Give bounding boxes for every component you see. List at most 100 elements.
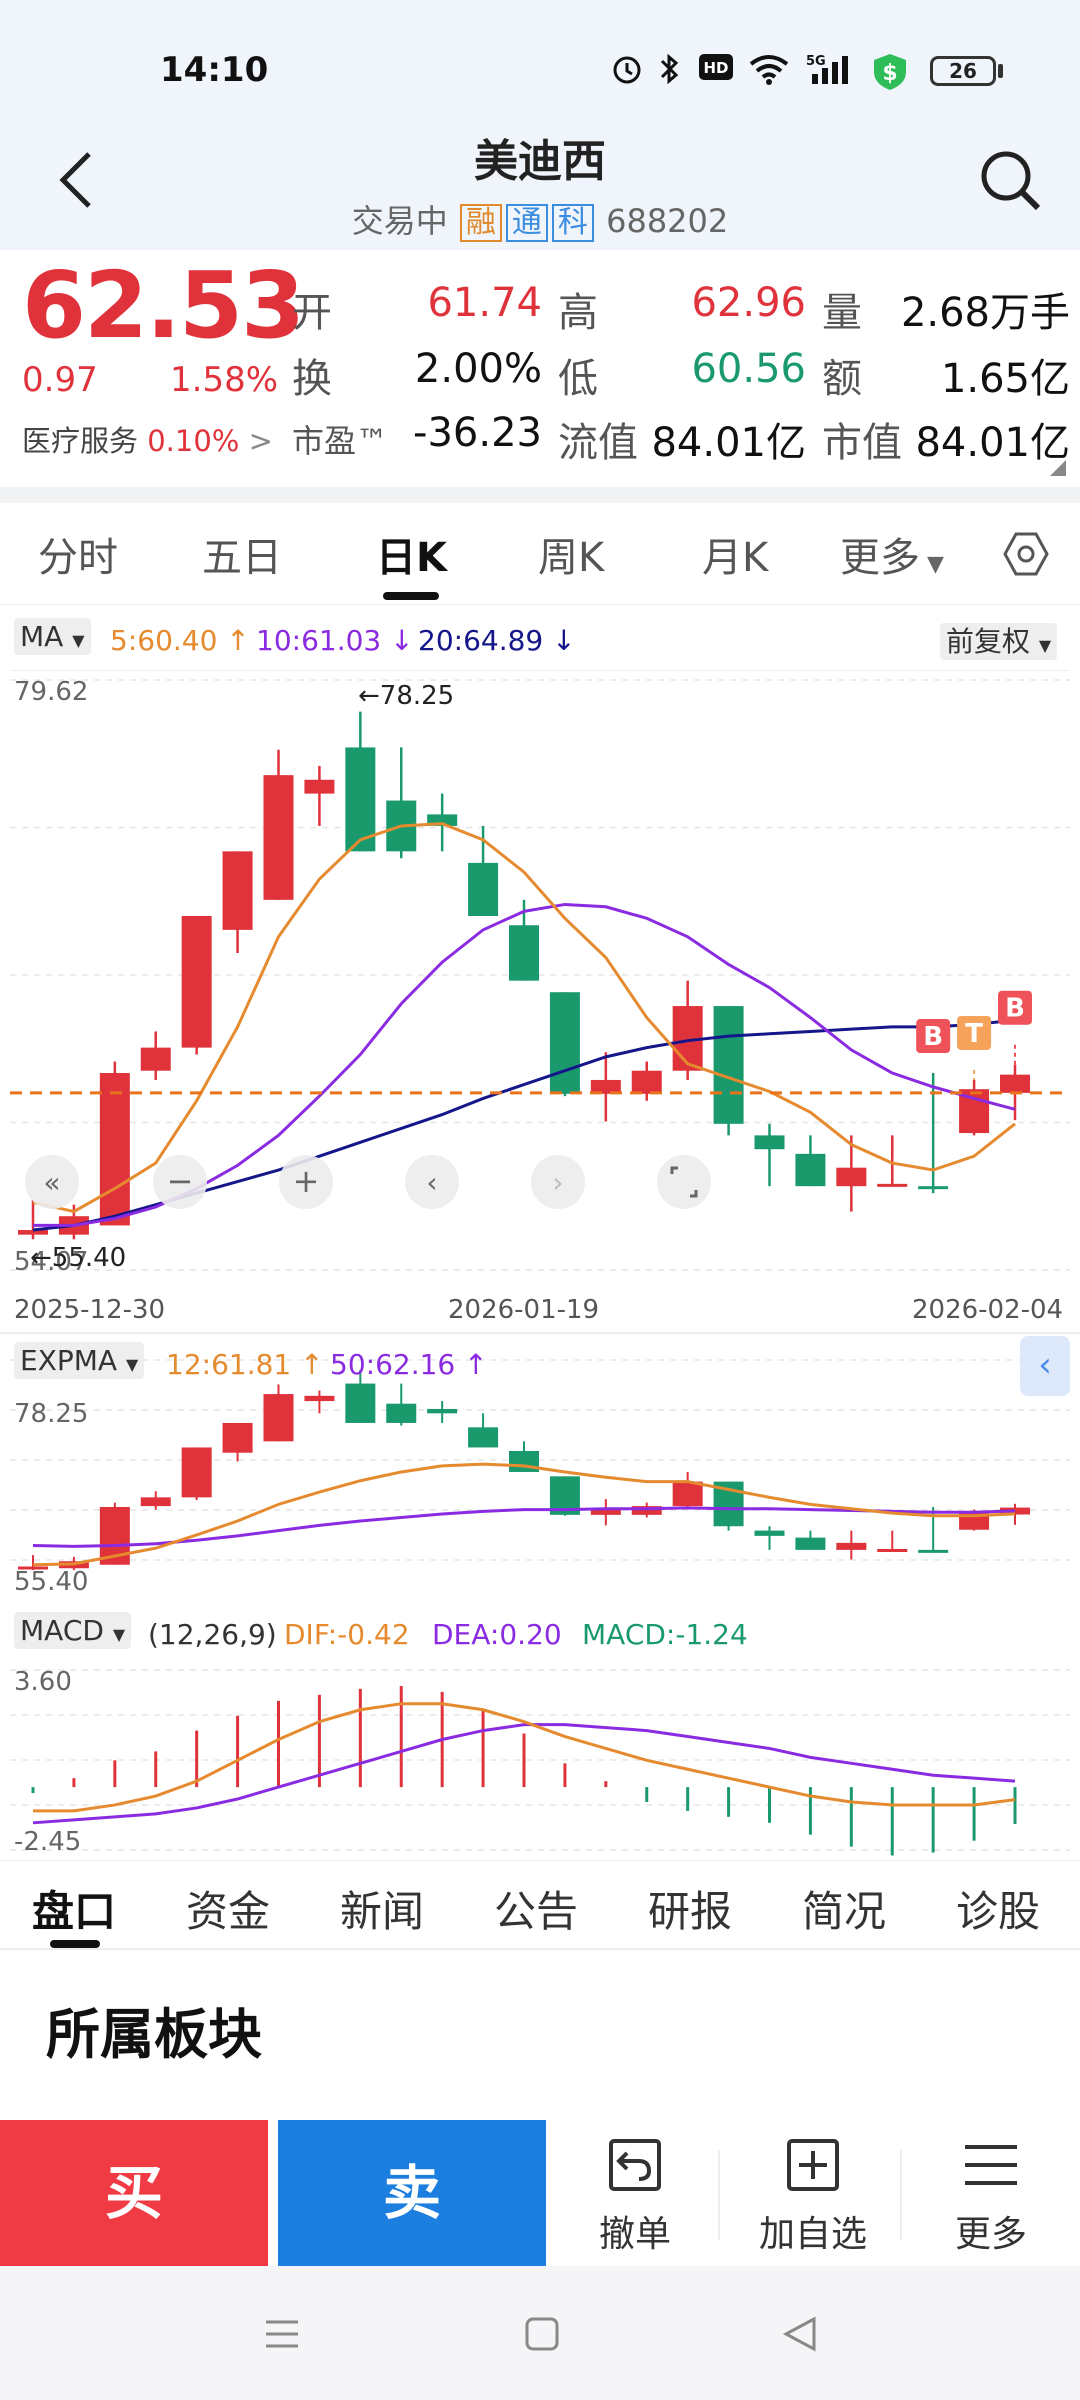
expand-corner-icon[interactable] — [1050, 460, 1066, 476]
caret-down-icon: ▼ — [1038, 636, 1052, 655]
high-marker-label: ←78.25 — [358, 681, 454, 711]
add-watchlist-button[interactable]: 加自选 — [738, 2135, 888, 2257]
double-chevron-left-icon: « — [43, 1166, 60, 1199]
tab-more-label: 更多 — [840, 535, 920, 581]
marker-text: B — [923, 1022, 943, 1052]
low-label: 低 — [558, 356, 598, 402]
marker-badge — [957, 1015, 992, 1050]
tab-daily-k[interactable]: 日K — [376, 535, 447, 581]
back-nav-button[interactable] — [780, 2314, 820, 2358]
expma12-value: 12:61.81 ↑ — [166, 1348, 324, 1381]
chevron-right-icon: › — [552, 1166, 563, 1199]
expma-y-bottom: 55.40 — [14, 1567, 88, 1597]
turnover-label: 换 — [292, 356, 332, 402]
search-icon — [981, 151, 1041, 211]
stock-subline: 交易中 融通科 688202 — [0, 196, 1080, 242]
open-value: 61.74 — [427, 280, 542, 326]
open-label: 开 — [292, 290, 332, 336]
candle-body — [713, 1006, 744, 1124]
macd-dif: DIF:-0.42 — [284, 1618, 410, 1651]
svg-text:$: $ — [882, 61, 897, 86]
info-tabs — [0, 1860, 1080, 1950]
zoom-in-button[interactable]: + — [279, 1155, 333, 1209]
home-button[interactable] — [522, 2314, 562, 2358]
dif-line — [33, 1702, 1016, 1813]
candle-body — [795, 1153, 826, 1187]
pan-left-button[interactable]: ‹ — [405, 1155, 459, 1209]
plus-icon: + — [293, 1162, 320, 1200]
amount-value: 1.65亿 — [940, 356, 1070, 402]
mkt-cap-value: 84.01亿 — [915, 420, 1070, 466]
macd-selector[interactable]: MACD ▼ — [14, 1612, 132, 1649]
zoom-out-fast-button[interactable]: « — [25, 1155, 79, 1209]
tab-intraday[interactable]: 分时 — [38, 535, 118, 581]
svg-text:5G: 5G — [806, 54, 826, 69]
hexagon-settings-icon — [1003, 532, 1049, 576]
tab-research[interactable]: 研报 — [648, 1887, 733, 1936]
marker-text: B — [1005, 994, 1025, 1024]
tab-more[interactable]: 更多 ▼ — [840, 525, 944, 583]
date-label-start: 2025-12-30 — [14, 1295, 165, 1325]
tab-announcements[interactable]: 公告 — [494, 1887, 579, 1936]
macd-y-bottom: -2.45 — [14, 1827, 81, 1857]
candle-body — [304, 779, 335, 794]
expma-candle-body — [877, 1548, 908, 1552]
sector-link[interactable]: 医疗服务 0.10% > — [22, 418, 273, 460]
tab-profile[interactable]: 简况 — [802, 1887, 887, 1936]
tab-monthly-k[interactable]: 月K — [702, 535, 769, 581]
expma-selector[interactable]: EXPMA ▼ — [14, 1342, 145, 1379]
reset-view-button[interactable] — [657, 1155, 711, 1209]
caret-down-icon: ▼ — [112, 1625, 126, 1644]
price-change: 0.97 — [22, 360, 98, 400]
more-actions-button[interactable]: 更多 — [916, 2135, 1066, 2257]
expma50-line — [32, 1506, 1016, 1548]
adjust-label: 前复权 — [946, 625, 1031, 658]
adjust-selector[interactable]: 前复权 ▼ — [940, 620, 1058, 660]
recent-apps-button[interactable] — [262, 2314, 302, 2358]
chevron-left-icon — [59, 152, 91, 208]
expma50-value: 50:62.16 ↑ — [330, 1348, 488, 1381]
volume-label: 量 — [822, 290, 862, 336]
tab-five-day[interactable]: 五日 — [202, 535, 282, 581]
svg-text:HD: HD — [703, 59, 728, 77]
candle-body — [140, 1047, 171, 1071]
system-nav-bar — [0, 2266, 1080, 2400]
minus-icon: − — [167, 1162, 194, 1200]
macd-params: (12,26,9) — [148, 1618, 277, 1651]
ma-selector[interactable]: MA ▼ — [14, 618, 91, 655]
candlestick-series — [18, 711, 1030, 1240]
tab-funds[interactable]: 资金 — [186, 1887, 271, 1936]
macd-value: MACD:-1.24 — [582, 1618, 748, 1651]
chart-settings-button[interactable] — [1002, 530, 1050, 582]
tab-weekly-k[interactable]: 周K — [538, 535, 605, 581]
pan-right-button[interactable]: › — [531, 1155, 585, 1209]
expma-candle-body — [754, 1530, 785, 1536]
tab-order-book[interactable]: 盘口 — [32, 1887, 117, 1936]
menu-lines-icon — [266, 2320, 298, 2348]
expma-candle-body — [427, 1408, 458, 1414]
tab-news[interactable]: 新闻 — [340, 1887, 425, 1936]
expand-icon — [670, 1166, 698, 1198]
tab-diagnosis[interactable]: 诊股 — [956, 1887, 1041, 1936]
expma12-line — [32, 1462, 1016, 1567]
triangle-back-icon — [782, 2316, 816, 2352]
pe-label: 市盈™ — [292, 422, 389, 460]
volume-value: 2.68万手 — [900, 290, 1070, 336]
expma-candle-body — [795, 1537, 826, 1550]
candle-body — [345, 747, 376, 852]
cancel-order-label: 撤单 — [598, 2214, 671, 2255]
expma-candle-body — [836, 1542, 867, 1550]
period-tabs — [0, 505, 1080, 605]
action-divider — [900, 2150, 902, 2240]
buy-button[interactable]: 买 — [0, 2120, 268, 2266]
stock-name: 美迪西 — [474, 136, 606, 187]
kline-chart[interactable]: 79.62 54.07 ←78.25 ←55.40 B TB « − + ‹ › … — [0, 670, 1080, 1860]
panel-collapse-button[interactable]: ‹ — [1020, 1336, 1070, 1396]
cancel-order-button[interactable]: 撤单 — [560, 2135, 710, 2257]
back-button[interactable] — [55, 148, 95, 216]
search-button[interactable] — [978, 148, 1044, 218]
sell-button[interactable]: 卖 — [278, 2120, 546, 2266]
pe-value: -36.23 — [413, 410, 542, 456]
candle-body — [754, 1135, 785, 1150]
zoom-out-button[interactable]: − — [153, 1155, 207, 1209]
